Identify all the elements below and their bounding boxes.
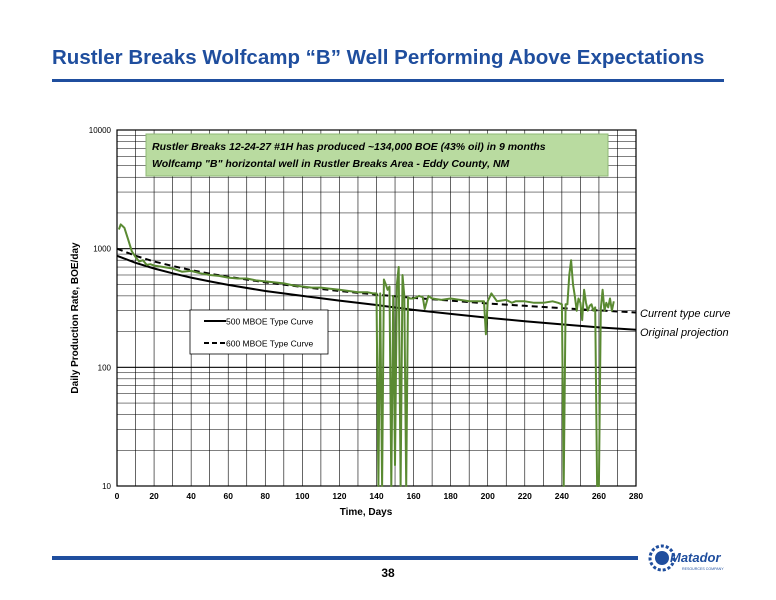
x-tick-label: 180 <box>444 491 458 501</box>
annotation-original-projection: Original projection <box>640 327 729 339</box>
tick-labels: 0 20 40 60 80 100 120 140 160 180 200 220 240 260 280 1… <box>89 126 644 501</box>
series-line-600-mboe <box>116 247 637 314</box>
x-axis-label: Time, Days <box>340 507 393 518</box>
x-tick-label: 120 <box>332 491 346 501</box>
x-tick-label: 80 <box>261 491 271 501</box>
y-axis-label: Daily Production Rate, BOE/day <box>70 242 81 394</box>
x-tick-label: 40 <box>186 491 196 501</box>
page-number: 38 <box>381 566 395 580</box>
logo-subtext: RESOURCES COMPANY <box>682 567 724 571</box>
x-tick-label: 60 <box>223 491 233 501</box>
y-tick-label: 100 <box>98 363 112 372</box>
grid-layer <box>116 129 637 487</box>
y-tick-label: 10000 <box>89 126 112 135</box>
x-tick-label: 100 <box>295 491 309 501</box>
series-line-500-mboe <box>116 254 637 331</box>
x-tick-label: 280 <box>629 491 643 501</box>
legend-box <box>189 309 329 355</box>
x-tick-label: 220 <box>518 491 532 501</box>
x-tick-label: 260 <box>592 491 606 501</box>
x-tick-label: 240 <box>555 491 569 501</box>
title-divider <box>52 79 724 82</box>
callout-background <box>145 133 609 177</box>
legend-item-500-mboe: 500 MBOE Type Curve <box>226 317 314 327</box>
callout-box: Rustler Breaks 12-24-27 #1H has produced… <box>145 133 609 177</box>
callout-line-2: Wolfcamp "B" horizontal well in Rustler … <box>152 158 510 170</box>
callout-line-1: Rustler Breaks 12-24-27 #1H has produced… <box>152 141 546 153</box>
x-tick-label: 160 <box>406 491 420 501</box>
x-tick-label: 0 <box>115 491 120 501</box>
slide-title: Rustler Breaks Wolfcamp “B” Well Perform… <box>52 46 705 69</box>
plot-frame <box>116 129 637 487</box>
series-layer <box>116 223 637 487</box>
matador-logo: Matador RESOURCES COMPANY <box>648 544 724 572</box>
legend-item-600-mboe: 600 MBOE Type Curve <box>226 339 314 349</box>
logo-wordmark: Matador <box>670 550 722 565</box>
y-tick-label: 1000 <box>93 245 111 254</box>
annotation-current-type-curve: Current type curve <box>640 308 730 320</box>
x-tick-label: 20 <box>149 491 159 501</box>
x-tick-label: 140 <box>369 491 383 501</box>
series-line-actual-production <box>117 223 615 487</box>
legend: 500 MBOE Type Curve 600 MBOE Type Curve <box>189 309 329 355</box>
y-tick-label: 10 <box>102 482 111 491</box>
footer-divider <box>52 556 638 560</box>
x-tick-label: 200 <box>481 491 495 501</box>
